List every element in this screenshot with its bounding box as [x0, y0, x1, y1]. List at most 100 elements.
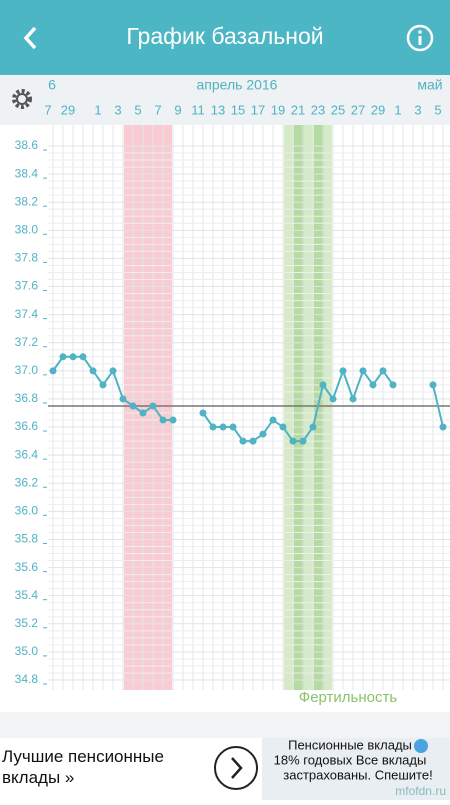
temperature-point	[119, 395, 127, 403]
fertile-day	[314, 125, 324, 690]
ad-info[interactable]	[414, 739, 428, 753]
temperature-point	[149, 402, 157, 410]
temperature-point	[79, 353, 87, 361]
back-button[interactable]	[23, 26, 37, 50]
ad-right: 18% годовых Все вклады	[274, 752, 427, 767]
temperature-point	[249, 437, 257, 445]
spacer	[0, 712, 450, 738]
temperature-point	[89, 367, 97, 375]
y-tick-label: 36.8	[15, 391, 39, 405]
temperature-point	[289, 437, 297, 445]
temperature-point	[159, 416, 167, 424]
y-tick-label: 35.0	[15, 644, 39, 658]
legend: Фертильность	[299, 689, 398, 706]
y-tick-label: 36.2	[15, 475, 39, 489]
temperature-point	[109, 367, 117, 375]
y-tick-label: 38.2	[15, 194, 39, 208]
y-tick-label: 37.4	[15, 307, 39, 321]
y-tick-label: 36.6	[15, 419, 39, 433]
x-tick-label: 7	[154, 102, 161, 117]
x-tick-label: 15	[231, 102, 245, 117]
x-tick-label: 5	[134, 102, 141, 117]
ad-right: Пенсионные вклады	[288, 737, 412, 752]
temperature-point	[389, 381, 397, 389]
ad-right: застрахованы. Спешите!	[283, 767, 432, 782]
temperature-point	[309, 423, 317, 431]
y-tick-label: 37.8	[15, 251, 39, 265]
date-strip	[0, 75, 450, 125]
x-tick-label: 3	[114, 102, 121, 117]
x-tick-label: 7	[44, 102, 51, 117]
x-tick-label: 9	[174, 102, 181, 117]
y-tick-label: 38.6	[15, 138, 39, 152]
temperature-point	[269, 416, 277, 424]
temperature-point	[379, 367, 387, 375]
app-bar	[0, 0, 450, 75]
fertile-day	[294, 125, 304, 690]
x-tick-label: 17	[251, 102, 265, 117]
x-tick-label: 1	[394, 102, 401, 117]
temperature-point	[219, 423, 227, 431]
temperature-point	[279, 423, 287, 431]
watermark: mfofdn.ru	[395, 784, 446, 798]
x-tick-label: 21	[291, 102, 305, 117]
title: График базальной	[126, 23, 323, 49]
x-tick-label: 5	[434, 102, 441, 117]
temperature-point	[339, 367, 347, 375]
ad-arrow[interactable]	[214, 746, 258, 790]
temperature-point	[349, 395, 357, 403]
x-tick-label: 29	[61, 102, 75, 117]
y-tick-label: 38.4	[15, 166, 39, 180]
x-tick-label: 27	[351, 102, 365, 117]
temperature-point	[299, 437, 307, 445]
temperature-point	[99, 381, 107, 389]
temperature-point	[329, 395, 337, 403]
x-tick-label: 1	[94, 102, 101, 117]
temperature-point	[319, 381, 327, 389]
month-label: апрель 2016	[197, 77, 278, 93]
y-axis-area	[0, 125, 48, 690]
temperature-point	[439, 423, 447, 431]
y-tick-label: 35.2	[15, 616, 39, 630]
y-tick-label: 35.4	[15, 588, 39, 602]
x-tick-label: 3	[414, 102, 421, 117]
temperature-point	[69, 353, 77, 361]
temperature-point	[239, 437, 247, 445]
x-tick-label: 23	[311, 102, 325, 117]
temperature-point	[229, 423, 237, 431]
month-label: май	[417, 77, 442, 93]
y-tick-label: 35.8	[15, 532, 39, 546]
temperature-point	[49, 367, 57, 375]
fertile-band	[284, 125, 332, 690]
y-tick-label: 37.0	[15, 363, 39, 377]
x-tick-label: 19	[271, 102, 285, 117]
x-tick-label: 29	[371, 102, 385, 117]
y-tick-label: 37.2	[15, 335, 39, 349]
temperature-point	[129, 402, 137, 410]
ad-line: вклады »	[2, 768, 74, 787]
y-tick-label: 34.8	[15, 672, 39, 686]
arrow-icon	[231, 757, 243, 779]
temperature-point	[199, 409, 207, 417]
temperature-point	[59, 353, 67, 361]
ad-line: Лучшие пенсионные	[2, 747, 164, 766]
temperature-point	[429, 381, 437, 389]
settings-button[interactable]	[12, 89, 32, 109]
temperature-point	[209, 423, 217, 431]
x-tick-label: 11	[191, 102, 205, 117]
temperature-point	[369, 381, 377, 389]
y-tick-label: 36.4	[15, 447, 39, 461]
temperature-point	[259, 430, 267, 438]
temperature-point	[139, 409, 147, 417]
x-tick-label: 25	[331, 102, 345, 117]
y-tick-label: 37.6	[15, 279, 39, 293]
y-tick-label: 38.0	[15, 222, 39, 236]
info-button[interactable]	[406, 24, 434, 52]
y-tick-label: 35.6	[15, 560, 39, 574]
x-tick-label: 13	[211, 102, 225, 117]
temperature-point	[169, 416, 177, 424]
month-label: 6	[48, 77, 56, 93]
ad-text: Лучшие пенсионные вклады »	[2, 747, 164, 787]
